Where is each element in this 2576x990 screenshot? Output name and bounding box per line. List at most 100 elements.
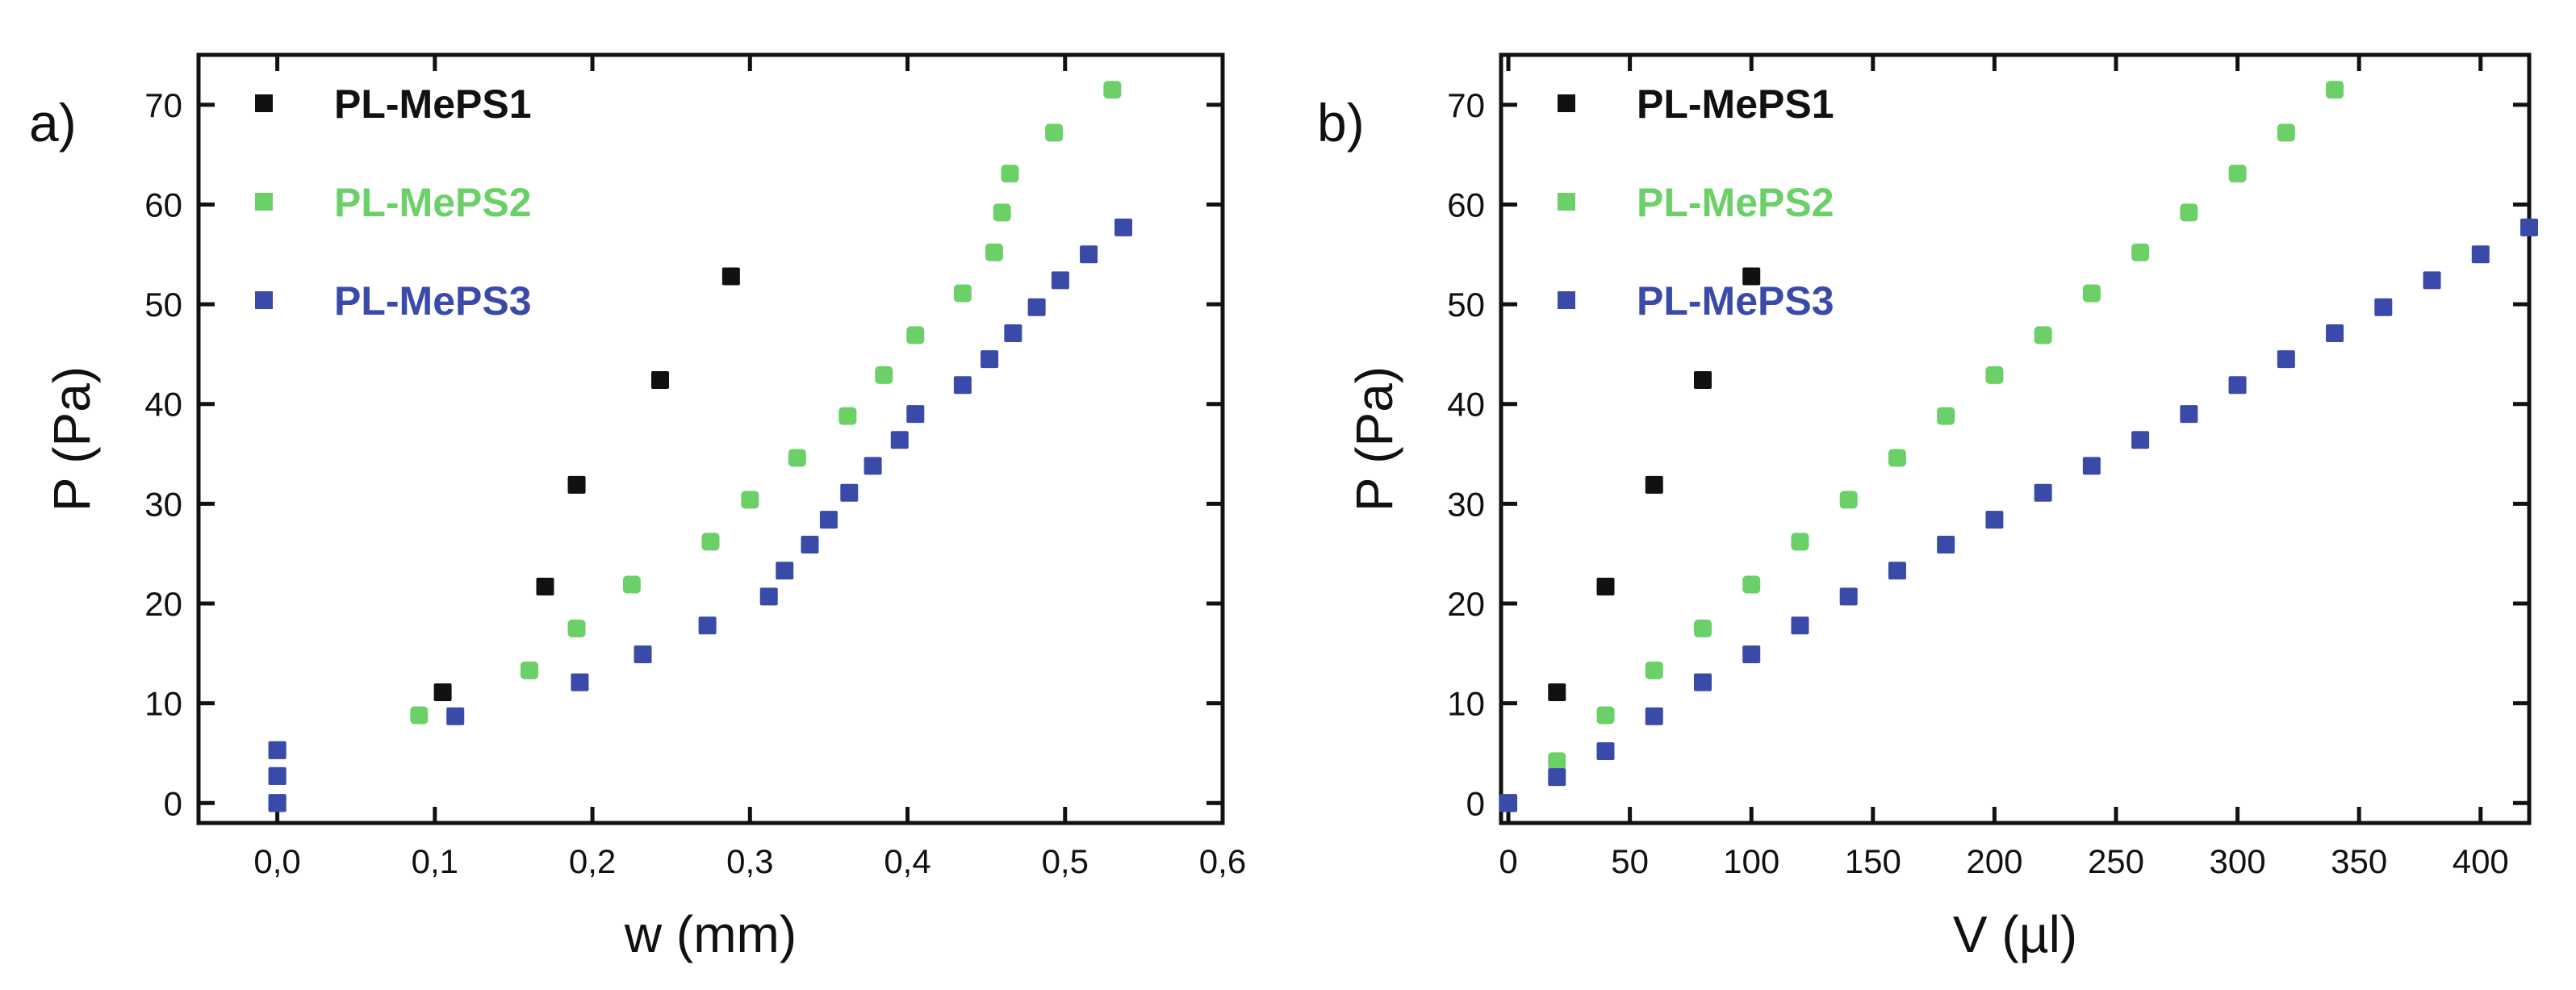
data-point — [567, 619, 586, 637]
data-point — [2228, 165, 2247, 183]
data-point — [1985, 511, 2004, 529]
x-tick-label: 250 — [2088, 842, 2144, 880]
data-point — [268, 741, 286, 759]
series-pl-meps3 — [268, 218, 1133, 812]
data-point — [520, 661, 538, 679]
data-point — [1103, 81, 1122, 99]
panel-label: b) — [1317, 93, 1365, 152]
data-point — [268, 794, 286, 812]
x-tick-label: 0,4 — [884, 842, 930, 880]
y-tick-label: 30 — [1447, 485, 1485, 523]
legend-marker — [1558, 94, 1575, 112]
data-point — [1742, 575, 1761, 594]
data-point — [2277, 123, 2295, 142]
data-point — [1548, 683, 1566, 702]
data-point — [985, 243, 1003, 261]
data-point — [1937, 536, 1955, 554]
y-tick-label: 70 — [1447, 86, 1485, 124]
data-point — [1693, 619, 1712, 637]
data-point — [446, 707, 465, 725]
x-tick-label: 0 — [1499, 842, 1517, 880]
data-point — [906, 326, 925, 345]
data-point — [2131, 243, 2150, 261]
data-point — [1645, 661, 1663, 679]
data-point — [741, 491, 759, 509]
y-tick-label: 0 — [1466, 784, 1485, 822]
x-axis-label: V (µl) — [1953, 905, 2077, 963]
data-point — [788, 449, 806, 467]
data-point — [1888, 562, 1906, 580]
data-point — [1839, 491, 1858, 509]
data-point — [875, 366, 893, 384]
legend-marker — [255, 291, 273, 309]
data-point — [1548, 752, 1566, 771]
legend-label: PL-MePS1 — [334, 81, 532, 127]
x-tick-label: 400 — [2453, 842, 2509, 880]
data-point — [410, 706, 429, 725]
data-point — [2034, 326, 2052, 345]
data-point — [1693, 371, 1712, 390]
data-point — [776, 562, 794, 580]
plot-frame — [1499, 52, 2532, 825]
data-point — [1693, 673, 1712, 691]
data-point — [2180, 405, 2198, 424]
data-point — [1985, 366, 2004, 384]
data-point — [1645, 707, 1663, 725]
x-tick-label: 50 — [1611, 842, 1649, 880]
data-point — [864, 457, 882, 475]
data-point — [2423, 271, 2441, 290]
data-point — [2228, 376, 2247, 395]
series-pl-meps3 — [1499, 218, 2538, 812]
chart-panel-a: 0,0 0,1 0,2 0,3 0,4 0,5 0,6 0 10 20 30 40 50 60 70 w (m… — [29, 52, 1246, 963]
data-point — [2326, 81, 2344, 99]
y-tick-label: 30 — [144, 485, 182, 523]
data-point — [536, 577, 554, 595]
data-point — [701, 533, 720, 551]
data-point — [2326, 324, 2344, 342]
data-point — [1791, 616, 1809, 635]
y-tick-label: 70 — [144, 86, 182, 124]
y-tick-label: 50 — [1447, 286, 1485, 324]
data-point — [268, 767, 286, 785]
x-tick-label: 0,2 — [569, 842, 616, 880]
y-axis-label: P (Pa) — [1345, 366, 1403, 512]
x-tick-label: 150 — [1845, 842, 1901, 880]
data-point — [2034, 483, 2052, 502]
legend-marker — [255, 94, 273, 112]
data-point — [1596, 741, 1615, 760]
data-point — [953, 284, 972, 303]
data-point — [1027, 298, 1046, 316]
data-point — [1001, 165, 1019, 183]
data-point — [840, 483, 859, 502]
data-point — [622, 575, 641, 594]
y-tick-label: 10 — [1447, 685, 1485, 723]
data-point — [1888, 449, 1906, 467]
x-tick-label: 0,0 — [253, 842, 300, 880]
x-tick-label: 0,3 — [726, 842, 773, 880]
data-point — [1596, 577, 1615, 595]
data-point — [1548, 768, 1566, 787]
data-point — [890, 431, 909, 449]
data-point — [1114, 218, 1133, 236]
data-point — [906, 405, 925, 424]
x-tick-label: 0,6 — [1199, 842, 1246, 880]
y-tick-label: 20 — [144, 585, 182, 623]
x-axis-label: w (mm) — [624, 905, 797, 963]
y-tick-label: 50 — [144, 286, 182, 324]
data-point — [2082, 284, 2101, 303]
x-tick-label: 100 — [1723, 842, 1779, 880]
series-pl-meps2 — [1499, 81, 2344, 812]
data-point — [2374, 298, 2393, 316]
data-point — [953, 376, 972, 395]
data-point — [1499, 794, 1518, 812]
plot-frame — [196, 52, 1225, 825]
legend-marker — [1558, 193, 1575, 211]
data-point — [2082, 457, 2101, 475]
data-point — [993, 203, 1011, 222]
series-pl-meps1 — [268, 267, 740, 812]
data-point — [801, 536, 819, 554]
data-point — [1045, 123, 1064, 142]
x-tick-label: 0,5 — [1042, 842, 1089, 880]
legend-marker — [255, 193, 273, 211]
data-point — [1596, 706, 1615, 725]
